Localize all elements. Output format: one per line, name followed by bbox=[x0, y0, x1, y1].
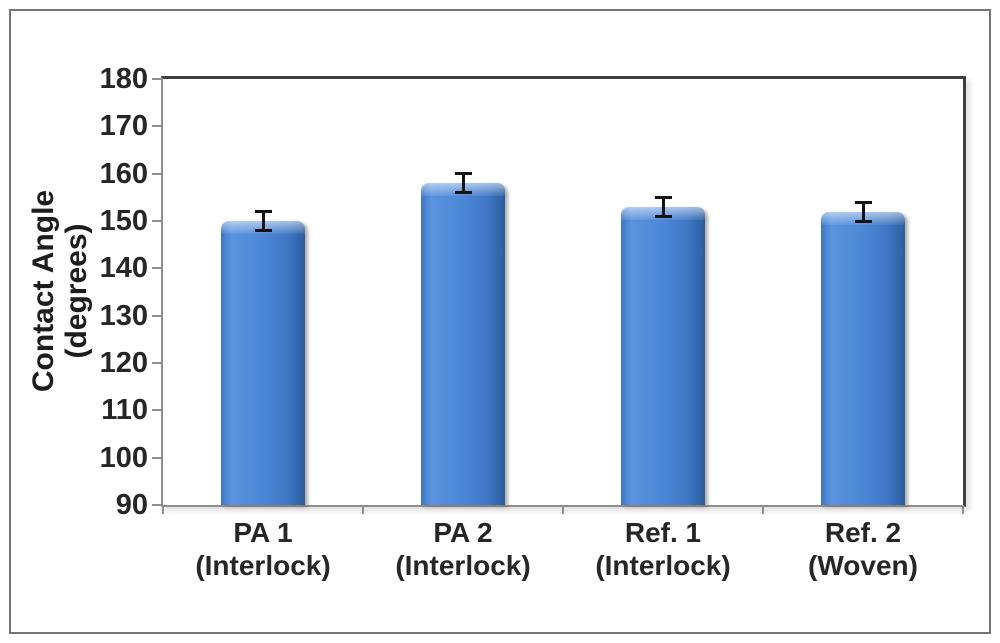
bar bbox=[221, 221, 305, 505]
error-bar-line bbox=[461, 173, 465, 193]
x-category-label-line1: PA 2 bbox=[433, 517, 493, 548]
y-tick-mark bbox=[152, 362, 161, 364]
y-tick-label: 150 bbox=[99, 205, 148, 237]
error-bar-line bbox=[861, 202, 865, 221]
y-tick-mark bbox=[152, 78, 161, 80]
bar bbox=[421, 183, 505, 505]
bar bbox=[821, 211, 905, 505]
y-tick-label: 170 bbox=[99, 110, 148, 143]
x-category-label-line1: PA 1 bbox=[233, 517, 293, 548]
error-bar-cap-top bbox=[654, 195, 672, 199]
y-tick-label: 100 bbox=[99, 441, 148, 474]
y-tick-mark bbox=[152, 456, 161, 459]
x-category-label: PA 2 (Interlock) bbox=[363, 516, 563, 582]
y-tick-mark bbox=[152, 409, 161, 412]
x-category-label: Ref. 1 (Interlock) bbox=[563, 516, 763, 582]
y-tick-mark bbox=[152, 504, 161, 506]
y-tick-label: 130 bbox=[99, 299, 148, 332]
y-tick-mark bbox=[152, 125, 161, 128]
error-bar-cap-top bbox=[254, 210, 272, 214]
y-tick-mark bbox=[152, 314, 161, 317]
x-tick-mark bbox=[962, 505, 964, 514]
error-bar-cap-bottom bbox=[654, 214, 672, 218]
y-tick-label: 110 bbox=[101, 394, 148, 427]
figure-border bbox=[9, 9, 991, 634]
x-category-label-line2: (Interlock) bbox=[395, 550, 531, 581]
x-category-label-line1: Ref. 1 bbox=[624, 517, 702, 548]
y-tick-label: 120 bbox=[99, 347, 148, 379]
x-category-label-line2: (Woven) bbox=[808, 550, 918, 581]
x-category-label: PA 1 (Interlock) bbox=[163, 516, 363, 582]
y-tick-label: 90 bbox=[115, 489, 148, 521]
bar bbox=[621, 206, 705, 505]
y-tick-mark bbox=[152, 267, 161, 270]
x-category-label-line1: Ref. 2 bbox=[824, 517, 902, 548]
x-tick-mark bbox=[562, 505, 564, 514]
error-bar-cap-bottom bbox=[854, 219, 872, 223]
y-tick-mark bbox=[152, 220, 161, 222]
x-tick-mark bbox=[762, 505, 764, 514]
error-bar-cap-top bbox=[454, 172, 472, 176]
y-tick-label: 160 bbox=[99, 157, 148, 190]
x-category-label-line2: (Interlock) bbox=[595, 550, 731, 581]
x-tick-mark bbox=[362, 505, 364, 514]
y-tick-label: 140 bbox=[99, 252, 148, 285]
x-category-label-line2: (Interlock) bbox=[195, 550, 331, 581]
error-bar-cap-bottom bbox=[254, 228, 272, 232]
error-bar-cap-bottom bbox=[454, 191, 472, 195]
y-tick-mark bbox=[152, 172, 161, 175]
error-bar-line bbox=[661, 197, 665, 217]
error-bar-cap-top bbox=[854, 200, 872, 204]
y-tick-label: 180 bbox=[99, 63, 148, 95]
x-tick-mark bbox=[162, 505, 164, 514]
x-category-label: Ref. 2 (Woven) bbox=[763, 516, 963, 582]
error-bar-line bbox=[261, 211, 265, 231]
